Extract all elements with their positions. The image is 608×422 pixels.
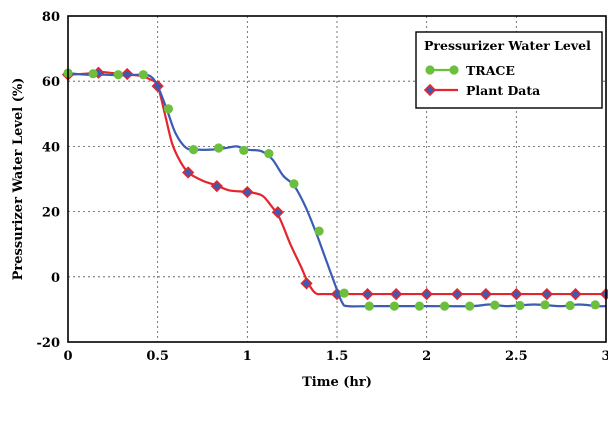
data-point-diamond <box>420 287 433 301</box>
data-point-circle <box>88 69 98 79</box>
legend-title: Pressurizer Water Level <box>424 38 591 53</box>
data-point-circle <box>264 148 274 159</box>
legend-items: TRACE Plant Data <box>423 63 540 98</box>
data-point-circle <box>590 300 600 310</box>
y-tick-label: -20 <box>37 336 61 351</box>
y-tick-label: 80 <box>42 10 60 25</box>
legend-label: TRACE <box>466 63 515 78</box>
data-point-circle <box>414 301 425 311</box>
legend-entry: TRACE <box>425 63 515 78</box>
plot-frame <box>67 15 607 343</box>
y-axis-title: Pressurizer Water Level (%) <box>11 78 26 281</box>
data-point-diamond <box>271 206 284 219</box>
data-point-circle <box>188 145 199 155</box>
x-tick-label: 2 <box>422 349 431 364</box>
data-point-circle <box>113 70 123 80</box>
data-point-diamond <box>451 287 464 301</box>
data-point-circle <box>540 300 550 310</box>
series-layer <box>61 66 608 311</box>
data-point-circle <box>239 145 249 155</box>
data-point-circle <box>440 301 450 311</box>
data-point-diamond <box>182 166 195 179</box>
data-point-diamond <box>241 185 254 199</box>
legend: Pressurizer Water Level TRACE Plant Data <box>415 31 603 109</box>
y-tick-label: 40 <box>42 140 60 155</box>
y-tick-label: 20 <box>42 206 60 221</box>
data-point-circle <box>339 288 349 298</box>
data-point-circle <box>364 301 374 311</box>
data-point-diamond <box>569 287 582 301</box>
data-point-circle <box>465 301 475 311</box>
data-point-diamond <box>599 287 608 301</box>
data-point-circle <box>214 143 224 153</box>
data-point-diamond <box>361 287 374 301</box>
data-point-circle <box>138 70 148 80</box>
data-point-diamond <box>300 277 313 290</box>
x-tick-label: 3 <box>601 349 608 364</box>
axes <box>67 15 607 343</box>
data-point-diamond <box>121 67 134 81</box>
x-tick-label: 0 <box>63 349 72 364</box>
x-tick-label: 1 <box>243 349 252 364</box>
data-point-diamond <box>479 287 492 301</box>
legend-entry: Plant Data <box>423 83 540 98</box>
data-point-diamond <box>540 287 553 301</box>
x-tick-label: 1.5 <box>326 349 349 364</box>
series-trace <box>63 68 607 311</box>
data-point-circle <box>515 300 525 311</box>
x-tick-label: 2.5 <box>505 349 528 364</box>
data-point-diamond <box>510 287 523 301</box>
data-point-circle <box>565 300 575 311</box>
data-point-circle <box>490 300 500 310</box>
y-tick-label: 0 <box>51 271 60 286</box>
x-axis-title: Time (hr) <box>302 375 372 390</box>
data-point-circle <box>389 301 399 311</box>
data-point-diamond <box>210 180 223 193</box>
y-tick-label: 60 <box>42 75 60 90</box>
legend-marker <box>423 83 437 97</box>
data-point-circle <box>314 226 324 236</box>
data-point-circle <box>163 104 174 114</box>
data-point-diamond <box>390 287 403 301</box>
data-point-circle <box>289 179 299 189</box>
legend-marker <box>425 65 435 75</box>
legend-marker <box>449 65 459 75</box>
x-tick-label: 0.5 <box>146 349 169 364</box>
legend-label: Plant Data <box>466 83 540 98</box>
